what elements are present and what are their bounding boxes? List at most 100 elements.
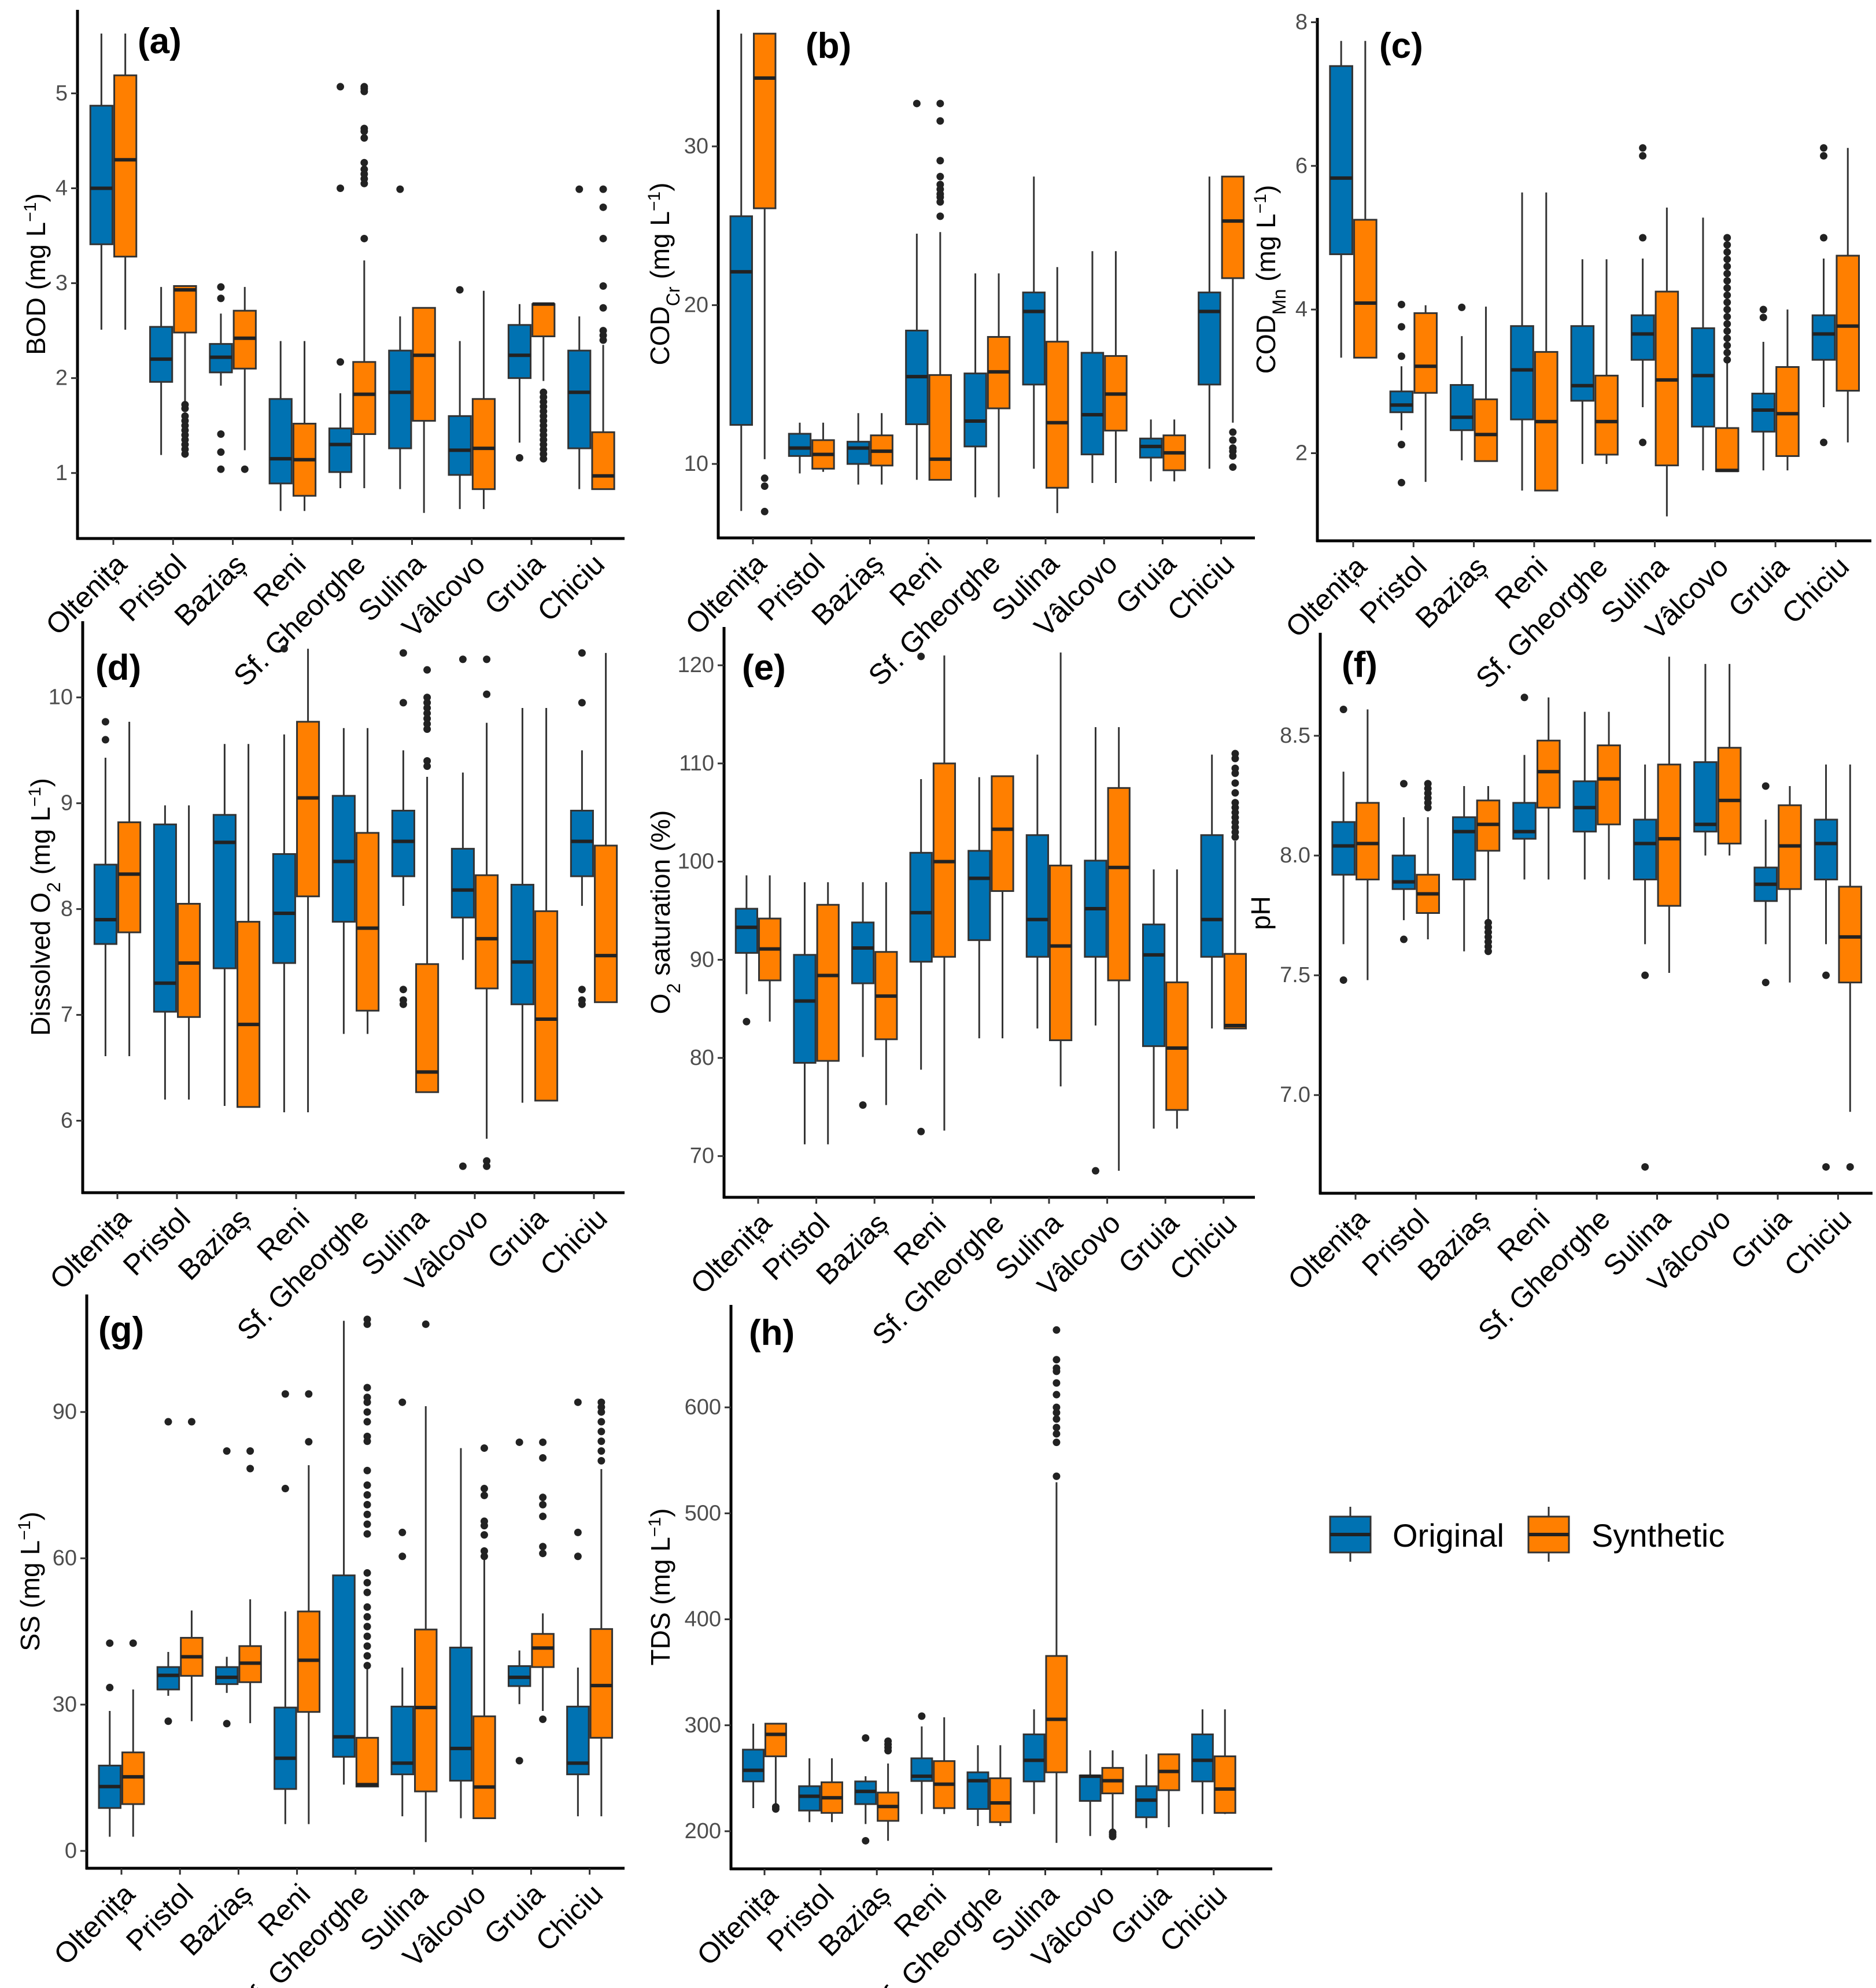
box-original-v-lcovo (450, 655, 475, 1170)
box-original-reni (909, 652, 933, 1135)
outlier-point (363, 1510, 371, 1518)
box-synthetic-gruia (531, 1438, 555, 1723)
box-synthetic-olteni-a (758, 875, 782, 1022)
outlier-point (217, 465, 225, 473)
box-original-v-lcovo (1693, 663, 1718, 856)
box-iqr (1049, 864, 1073, 1041)
y-tick-label: 100 (678, 850, 714, 874)
box-iqr (1022, 1733, 1046, 1783)
outlier-point (597, 1437, 605, 1445)
outlier-point (1820, 438, 1828, 447)
outlier-point (515, 1438, 523, 1446)
outlier-point (936, 180, 944, 189)
outlier-point (599, 327, 607, 335)
y-tick-label: 30 (53, 1692, 77, 1717)
outlier-point (1822, 1163, 1830, 1171)
box-iqr (989, 1777, 1012, 1823)
y-axis-title-part: −1 (25, 787, 45, 806)
box-iqr (1329, 65, 1353, 256)
y-tick-label: 7 (61, 1003, 73, 1027)
box-iqr (531, 303, 556, 337)
box-iqr (1107, 787, 1131, 982)
outlier-point (1761, 782, 1770, 790)
box-original-gruia (1751, 305, 1776, 471)
y-axis-title-part: O (645, 994, 675, 1015)
outlier-point (597, 1456, 605, 1465)
box-original-sulina (1025, 754, 1049, 1029)
outlier-point (1091, 1167, 1099, 1175)
outlier-point (399, 649, 407, 657)
outlier-point (1723, 291, 1731, 299)
y-axis-title-part: ) (645, 183, 675, 191)
box-iqr (567, 349, 592, 449)
box-synthetic-chiciu (594, 652, 618, 1004)
box-synthetic-sulina (1655, 207, 1679, 517)
outlier-point (1723, 320, 1731, 328)
outlier-point (106, 1639, 114, 1647)
outlier-point (539, 1438, 547, 1446)
outlier-point (101, 736, 109, 744)
outlier-point (360, 83, 368, 91)
box-iqr (534, 910, 559, 1102)
box-iqr (1391, 854, 1416, 890)
outlier-point (363, 1393, 371, 1401)
outlier-point (1053, 1472, 1061, 1480)
outlier-point (106, 1684, 114, 1692)
box-original-pristol (798, 1758, 821, 1823)
y-tick-label: 1 (56, 461, 68, 485)
outlier-point (1231, 764, 1239, 772)
y-axis-title-part: COD (1251, 315, 1281, 374)
outlier-point (363, 1588, 371, 1596)
box-iqr (449, 1646, 473, 1782)
box-original-pristol (156, 1418, 180, 1725)
box-iqr (1353, 219, 1378, 359)
outlier-point (1397, 323, 1405, 331)
outlier-point (539, 1493, 547, 1502)
outlier-point (859, 1101, 867, 1109)
box-synthetic-sf-gheorghe (991, 775, 1014, 1039)
box-synthetic-gruia (1165, 869, 1189, 1129)
box-original-sulina (1633, 764, 1657, 1171)
outlier-point (360, 165, 368, 174)
outlier-point (1053, 1364, 1061, 1372)
outlier-point (597, 1447, 605, 1455)
outlier-point (578, 699, 586, 707)
box-iqr (1693, 761, 1718, 833)
outlier-point (1639, 234, 1647, 242)
outlier-point (305, 1438, 313, 1446)
box-iqr (966, 1771, 989, 1810)
box-iqr (734, 908, 758, 954)
box-synthetic-sulina (1045, 1326, 1068, 1843)
outlier-point (515, 1757, 523, 1765)
box-synthetic-v-lcovo (475, 655, 499, 1170)
outlier-point (1229, 463, 1237, 471)
box-original-sulina (390, 1398, 414, 1817)
box-iqr (1536, 739, 1561, 809)
y-axis-title-part: −1 (1251, 194, 1270, 213)
box-original-bazia- (1452, 786, 1476, 951)
box-original-chiciu (1814, 764, 1838, 1171)
box-iqr (507, 324, 532, 379)
outlier-point (217, 283, 225, 291)
box-original-v-lcovo (1691, 217, 1715, 471)
box-synthetic-bazia- (237, 744, 261, 1108)
legend-label-original: Original (1393, 1517, 1504, 1554)
box-iqr (450, 847, 475, 919)
box-synthetic-reni (1536, 697, 1561, 880)
panel-label: (c) (1379, 26, 1423, 66)
outlier-point (599, 234, 607, 242)
box-iqr (1449, 384, 1474, 431)
box-original-olteni-a (93, 718, 117, 1056)
outlier-point (187, 1418, 195, 1426)
y-axis-title-part: 2 (43, 882, 64, 892)
outlier-point (246, 1465, 254, 1473)
box-iqr (414, 1628, 438, 1792)
box-iqr (788, 433, 812, 457)
y-axis-title-part: COD (645, 306, 675, 365)
panel-label: (e) (742, 648, 786, 688)
box-synthetic-olteni-a (113, 34, 138, 330)
box-iqr (1221, 175, 1245, 279)
outlier-point (1399, 780, 1408, 788)
